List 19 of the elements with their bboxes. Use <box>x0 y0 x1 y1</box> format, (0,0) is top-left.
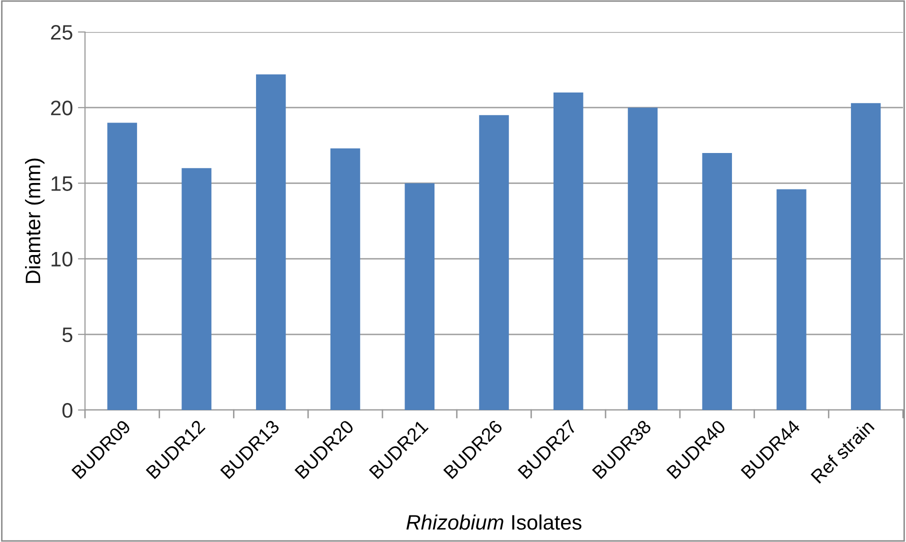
bar <box>256 74 286 410</box>
bar <box>404 183 435 410</box>
bar <box>330 148 360 410</box>
bar <box>850 103 881 410</box>
bar <box>628 108 658 410</box>
y-tick-label: 5 <box>62 328 72 342</box>
bar <box>107 122 138 410</box>
bar <box>479 115 509 410</box>
y-tick-label: 25 <box>51 25 72 40</box>
y-tick-label: 15 <box>52 176 72 191</box>
y-tick-label: 0 <box>62 403 72 418</box>
y-tick-label: 20 <box>51 100 72 116</box>
x-axis-title: Rhizobium Isolates <box>406 514 582 530</box>
y-tick-label: 10 <box>52 252 72 267</box>
bar <box>553 92 584 410</box>
y-axis-title: Diamter (mm) <box>25 158 44 283</box>
bar <box>776 189 806 410</box>
bar <box>702 152 732 410</box>
bar <box>182 168 212 410</box>
